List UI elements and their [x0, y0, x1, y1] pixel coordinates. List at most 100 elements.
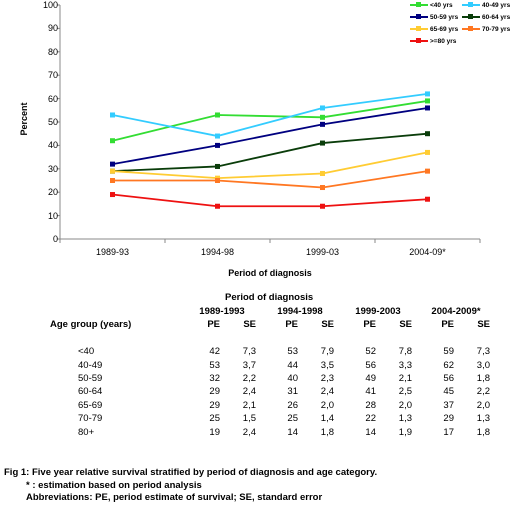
table-pe-header: PE: [207, 319, 220, 331]
table-se-cell: 7,3: [242, 346, 256, 358]
table-age-cell: 80+: [78, 426, 95, 438]
table-gap-cell: [334, 305, 344, 318]
table-gap-cell: [412, 345, 422, 358]
y-tick-label: 30: [47, 163, 58, 174]
line-chart: [57, 4, 481, 243]
table-period-1994: 1994-1998: [277, 306, 323, 317]
table-se-header: SE: [321, 319, 334, 331]
data-point: [320, 170, 325, 176]
table-gap-cell: [334, 318, 344, 331]
table-se-cell: 1,8: [320, 426, 334, 438]
table-se-cell: 2,0: [476, 399, 490, 411]
table-pe-cell: 19: [209, 426, 220, 438]
table-pe-cell: 41: [365, 386, 376, 398]
y-tick-label: 90: [47, 23, 58, 34]
legend-label: 40-49 yrs: [482, 2, 511, 9]
data-point: [425, 131, 430, 137]
legend-label: 60-64 yrs: [482, 14, 511, 21]
table-period-1989: 1989-1993: [199, 306, 245, 317]
table-se-cell: 3,3: [398, 359, 412, 371]
table-age-cell: 65-69: [78, 399, 103, 411]
table-pe-cell: 29: [443, 413, 454, 425]
table-gap-cell: [412, 385, 422, 398]
table-se-cell: 1,8: [476, 373, 490, 385]
table-gap-cell: [412, 318, 422, 331]
legend-item: 70-79 yrs: [462, 25, 510, 35]
data-point: [215, 112, 220, 118]
table-gap-cell: [412, 359, 422, 372]
table-gap-cell: [256, 359, 266, 372]
y-tick-label: 80: [47, 46, 58, 57]
table-age-cell: 70-79: [78, 413, 103, 425]
table-pe-cell: 29: [209, 386, 220, 398]
legend-swatch: [462, 26, 480, 32]
data-point: [215, 142, 220, 148]
y-tick-label: 0: [52, 234, 58, 244]
legend-marker: [416, 38, 421, 44]
table-gap-cell: [334, 385, 344, 398]
table-gap-cell: [256, 345, 266, 358]
data-point: [110, 168, 115, 174]
table-row: 70-79 25 1,5 25 1,4 22 1,3 29 1,3: [50, 412, 490, 425]
table-pe-cell: 26: [287, 399, 298, 411]
data-point: [110, 138, 115, 144]
table-gap-cell: [256, 426, 266, 439]
legend-item: 65-69 yrs: [410, 25, 458, 35]
table-se-cell: 2,4: [320, 386, 334, 398]
table-pe-cell: 56: [443, 373, 454, 385]
legend-swatch: [410, 14, 428, 20]
table-se-cell: 2,0: [398, 399, 412, 411]
x-axis-label: Period of diagnosis: [228, 268, 312, 278]
series-line: [112, 151, 428, 180]
legend-label: <40 yrs: [430, 2, 453, 9]
legend-marker: [416, 2, 421, 8]
table-se-cell: 1,8: [476, 426, 490, 438]
y-tick-label: 60: [47, 93, 58, 104]
table-gap-cell: [256, 412, 266, 425]
table-gap-cell: [334, 399, 344, 412]
x-tick-label: 1999-03: [305, 247, 340, 257]
series-line: [112, 100, 428, 142]
table-gap-cell: [334, 412, 344, 425]
y-tick-label: 70: [47, 70, 58, 81]
table-se-cell: 7,8: [398, 346, 412, 358]
x-tick-label: 1994-98: [200, 247, 235, 257]
data-point: [320, 185, 325, 191]
table-pe-cell: 52: [365, 346, 376, 358]
table-row: <40 42 7,3 53 7,9 52 7,8 59 7,3: [50, 345, 490, 358]
table-age-header: Age group (years): [50, 319, 132, 331]
table-pe-cell: 32: [209, 373, 220, 385]
caption-line-3: Abbreviations: PE, period estimate of su…: [26, 492, 323, 503]
table-blank-cell: [50, 332, 490, 345]
data-point: [215, 163, 220, 169]
table-pe-cell: 45: [443, 386, 454, 398]
table-pe-cell: 37: [443, 399, 454, 411]
series-line: [112, 93, 428, 137]
legend-swatch: [462, 14, 480, 20]
table-age-cell: 60-64: [78, 386, 103, 398]
legend-item: <40 yrs: [410, 1, 453, 11]
table-period-2004: 2004-2009*: [431, 306, 481, 317]
legend-marker: [468, 26, 473, 32]
table-se-cell: 1,4: [320, 413, 334, 425]
table-se-cell: 2,1: [398, 373, 412, 385]
table-gap-cell: [256, 399, 266, 412]
table-row: 80+ 19 2,4 14 1,8 14 1,9 17 1,8: [50, 426, 490, 439]
legend-item: 60-64 yrs: [462, 13, 510, 23]
data-point: [320, 121, 325, 127]
table-pe-header: PE: [441, 319, 454, 331]
data-point: [110, 192, 115, 198]
table-se-cell: 3,0: [476, 359, 490, 371]
figure-caption: Fig 1: Five year relative survival strat…: [4, 467, 377, 505]
table-se-cell: 1,9: [398, 426, 412, 438]
table-pe-cell: 25: [287, 413, 298, 425]
table-se-cell: 2,4: [242, 386, 256, 398]
legend-marker: [468, 14, 473, 20]
table-se-cell: 7,3: [476, 346, 490, 358]
table-age-cell: 40-49: [78, 359, 103, 371]
table-se-cell: 2,5: [398, 386, 412, 398]
table-se-cell: 3,5: [320, 359, 334, 371]
y-tick-label: 50: [47, 117, 58, 127]
table-row: 60-64 29 2,4 31 2,4 41 2,5 45 2,2: [50, 385, 490, 398]
table-age-cell: <40: [78, 346, 95, 358]
